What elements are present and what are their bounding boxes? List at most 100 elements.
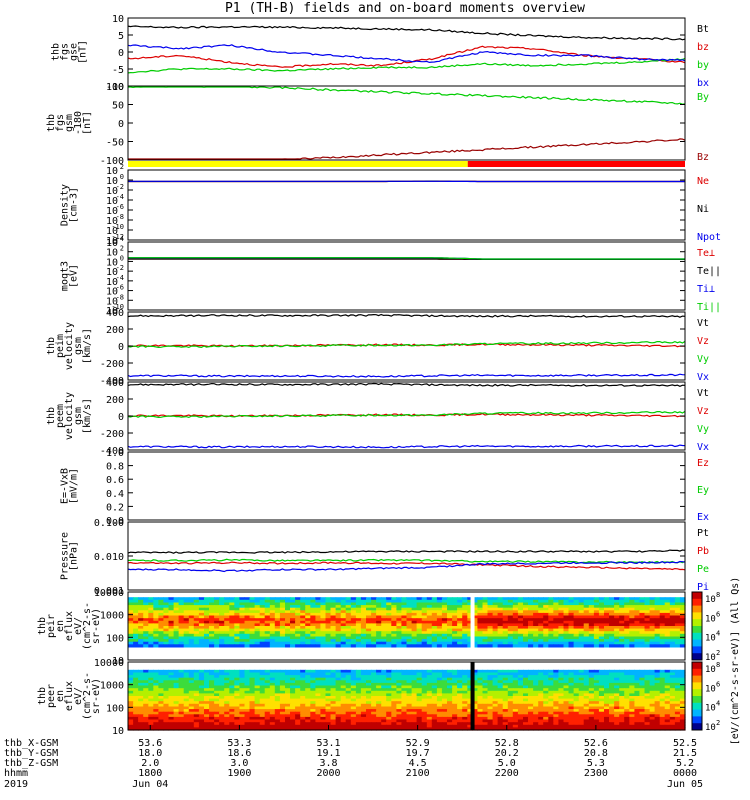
heatmap-cell bbox=[229, 639, 235, 643]
heatmap-cell bbox=[588, 618, 595, 622]
heatmap-cell bbox=[517, 688, 524, 692]
heatmap-cell bbox=[492, 711, 499, 715]
heatmap-cell bbox=[467, 680, 473, 684]
heatmap-cell bbox=[604, 711, 610, 715]
heatmap-cell bbox=[604, 724, 610, 728]
heatmap-cell bbox=[538, 641, 544, 645]
heatmap-cell bbox=[401, 628, 408, 632]
heatmap-cell bbox=[305, 669, 311, 673]
heatmap-cell bbox=[234, 602, 240, 606]
heatmap-cell bbox=[376, 696, 382, 700]
heatmap-cell bbox=[497, 602, 504, 606]
ytick-label-fgs-0: 10 bbox=[112, 14, 124, 25]
heatmap-cell bbox=[654, 719, 661, 723]
heatmap-cell bbox=[533, 696, 539, 700]
heatmap-cell bbox=[609, 719, 615, 723]
heatmap-cell bbox=[209, 669, 215, 673]
heatmap-cell bbox=[153, 719, 159, 723]
ephem-2-4: 5.0 bbox=[498, 758, 516, 769]
heatmap-cell bbox=[376, 714, 382, 718]
heatmap-cell bbox=[148, 620, 154, 624]
heatmap-cell bbox=[178, 719, 185, 723]
heatmap-cell bbox=[239, 703, 246, 707]
heatmap-cell bbox=[634, 688, 641, 692]
heatmap-cell bbox=[406, 698, 413, 702]
heatmap-cell bbox=[381, 698, 387, 702]
heatmap-cell bbox=[669, 636, 676, 640]
heatmap-cell bbox=[204, 696, 210, 700]
heatmap-cell bbox=[295, 605, 301, 609]
heatmap-cell bbox=[350, 602, 357, 606]
heatmap-cell bbox=[386, 623, 392, 627]
heatmap-cell bbox=[193, 610, 200, 614]
heatmap-cell bbox=[239, 639, 246, 643]
heatmap-cell bbox=[507, 724, 514, 728]
heatmap-cell bbox=[183, 672, 190, 676]
heatmap-cell bbox=[406, 727, 413, 731]
heatmap-cell bbox=[492, 623, 499, 627]
heatmap-cell bbox=[188, 599, 195, 603]
heatmap-cell bbox=[421, 639, 428, 643]
heatmap-cell bbox=[340, 641, 347, 645]
heatmap-cell bbox=[360, 602, 367, 606]
heatmap-cell bbox=[421, 722, 428, 726]
heatmap-cell bbox=[396, 727, 403, 731]
heatmap-cell bbox=[360, 711, 367, 715]
heatmap-cell bbox=[219, 615, 225, 619]
colorbar-exp-1-1: 6 bbox=[716, 680, 720, 688]
heatmap-cell bbox=[279, 602, 286, 606]
heatmap-cell bbox=[224, 675, 230, 679]
colorbar-tick-0-1: 10 bbox=[705, 614, 716, 624]
heatmap-cell bbox=[452, 709, 458, 713]
heatmap-cell bbox=[614, 675, 620, 679]
heatmap-cell bbox=[396, 711, 403, 715]
heatmap-cell bbox=[517, 607, 524, 611]
heatmap-cell bbox=[133, 618, 139, 622]
heatmap-cell bbox=[634, 724, 641, 728]
heatmap-cell bbox=[234, 706, 240, 710]
heatmap-cell bbox=[523, 727, 529, 731]
heatmap-cell bbox=[654, 706, 661, 710]
heatmap-cell bbox=[401, 711, 408, 715]
heatmap-cell bbox=[158, 722, 165, 726]
heatmap-cell bbox=[497, 722, 504, 726]
heatmap-cell bbox=[285, 727, 291, 731]
heatmap-cell bbox=[335, 688, 342, 692]
heatmap-cell bbox=[290, 680, 296, 684]
heatmap-cell bbox=[543, 698, 549, 702]
heatmap-cell bbox=[674, 615, 681, 619]
heatmap-cell bbox=[325, 607, 332, 611]
heatmap-cell bbox=[204, 599, 210, 603]
heatmap-cell bbox=[669, 605, 676, 609]
ylabel-efield-0: E=-VxB bbox=[60, 468, 71, 504]
heatmap-cell bbox=[335, 612, 342, 617]
heatmap-cell bbox=[183, 612, 190, 617]
heatmap-cell bbox=[133, 682, 139, 687]
heatmap-cell bbox=[173, 620, 180, 624]
heatmap-cell bbox=[558, 722, 565, 726]
ytick-label-fgs_gsm-1: 50 bbox=[112, 101, 124, 112]
heatmap-cell bbox=[639, 677, 646, 681]
heatmap-cell bbox=[178, 672, 185, 676]
heatmap-cell bbox=[543, 709, 549, 713]
heatmap-cell bbox=[300, 633, 306, 637]
heatmap-cell bbox=[214, 618, 220, 622]
heatmap-cell bbox=[345, 701, 352, 705]
heatmap-cell bbox=[143, 709, 149, 713]
heatmap-cell bbox=[669, 639, 676, 643]
heatmap-cell bbox=[406, 680, 413, 684]
ytick-label-peem-1: 200 bbox=[106, 395, 124, 406]
heatmap-cell bbox=[198, 703, 205, 707]
heatmap-cell bbox=[259, 639, 266, 643]
heatmap-cell bbox=[295, 682, 301, 687]
heatmap-cell bbox=[568, 605, 575, 609]
heatmap-cell bbox=[173, 626, 180, 630]
heatmap-cell bbox=[285, 631, 291, 635]
heatmap-cell bbox=[502, 599, 509, 603]
ytick-label-temperature-1: 10 bbox=[106, 248, 118, 259]
heatmap-cell bbox=[512, 599, 519, 603]
heatmap-cell bbox=[335, 607, 342, 611]
heatmap-cell bbox=[295, 607, 301, 611]
heatmap-cell bbox=[583, 628, 590, 632]
heatmap-cell bbox=[295, 709, 301, 713]
